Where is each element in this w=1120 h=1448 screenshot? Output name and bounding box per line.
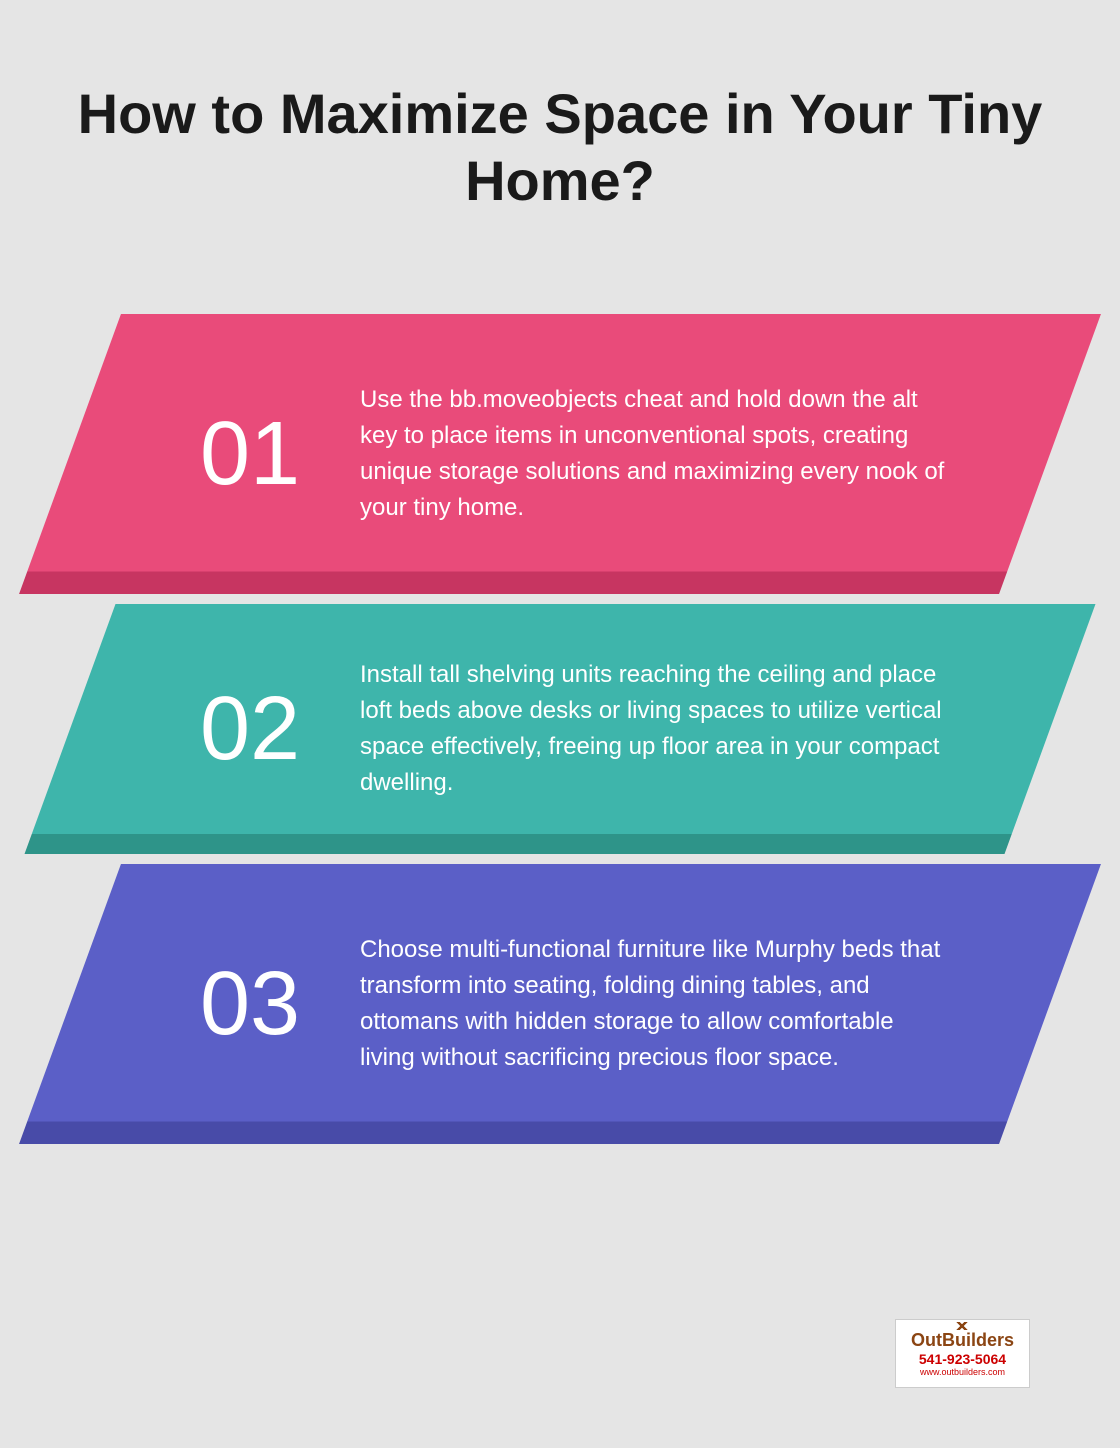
tip-text-2: Install tall shelving units reaching the… [330,657,990,801]
tip-text-1: Use the bb.moveobjects cheat and hold do… [330,382,990,526]
tip-number-2: 02 [170,678,330,781]
tip-card-3: 03 Choose multi-functional furniture lik… [70,864,1050,1144]
logo-brand-name: OutBuilders [911,1330,1014,1351]
logo: OutBuilders 541-923-5064 www.outbuilders… [895,1319,1030,1388]
page-title: How to Maximize Space in Your Tiny Home? [70,80,1050,214]
logo-website: www.outbuilders.com [911,1367,1014,1377]
tip-number-1: 01 [170,403,330,506]
tip-card-1: 01 Use the bb.moveobjects cheat and hold… [70,314,1050,594]
tip-card-2: 02 Install tall shelving units reaching … [70,604,1050,854]
tip-text-3: Choose multi-functional furniture like M… [330,932,990,1076]
tips-list: 01 Use the bb.moveobjects cheat and hold… [70,314,1050,1154]
tip-number-3: 03 [170,953,330,1056]
logo-phone: 541-923-5064 [911,1351,1014,1367]
